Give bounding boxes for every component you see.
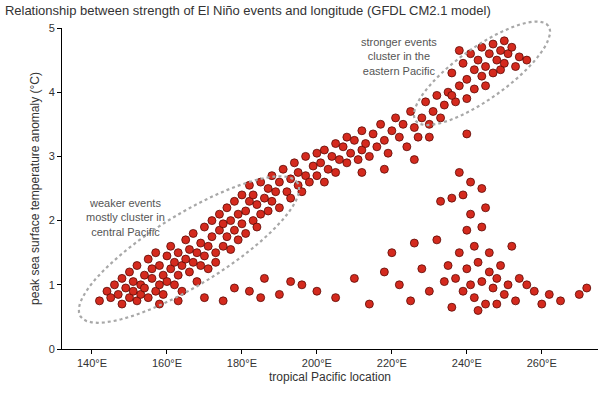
svg-text:240°E: 240°E — [452, 357, 482, 369]
svg-text:1: 1 — [49, 279, 55, 291]
svg-text:180°E: 180°E — [227, 357, 257, 369]
svg-text:2: 2 — [49, 214, 55, 226]
svg-text:Relationship between strength: Relationship between strength of El Niño… — [5, 3, 491, 18]
svg-text:peak sea surface temperature a: peak sea surface temperature anomaly (°C… — [28, 72, 42, 305]
svg-text:4: 4 — [49, 86, 55, 98]
svg-text:200°E: 200°E — [302, 357, 332, 369]
svg-text:0: 0 — [49, 343, 55, 355]
svg-text:stronger eventscluster in thee: stronger eventscluster in theeastern Pac… — [361, 36, 437, 77]
svg-text:220°E: 220°E — [377, 357, 407, 369]
svg-text:160°E: 160°E — [152, 357, 182, 369]
svg-text:140°E: 140°E — [77, 357, 107, 369]
svg-text:260°E: 260°E — [527, 357, 557, 369]
svg-text:5: 5 — [49, 22, 55, 34]
svg-text:weaker eventsmostly cluster in: weaker eventsmostly cluster incentral Pa… — [86, 197, 165, 238]
svg-text:3: 3 — [49, 150, 55, 162]
svg-text:tropical Pacific location: tropical Pacific location — [269, 370, 391, 384]
